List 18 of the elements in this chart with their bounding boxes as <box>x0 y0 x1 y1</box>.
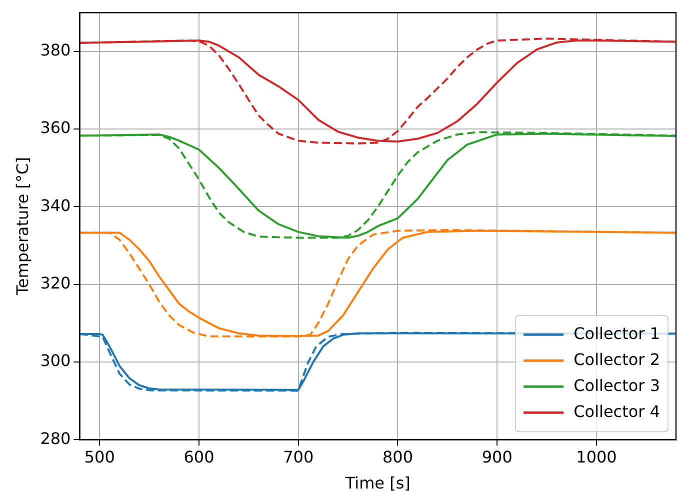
y-tick-label: 380 <box>40 40 71 60</box>
x-tick-label: 900 <box>482 447 512 466</box>
legend-label: Collector 1 <box>574 324 660 343</box>
y-tick-label: 360 <box>40 118 71 138</box>
y-tick-label: 340 <box>40 196 71 215</box>
legend-label: Collector 4 <box>574 402 660 421</box>
legend-label: Collector 3 <box>574 376 660 395</box>
y-tick-label: 320 <box>40 273 71 292</box>
x-tick-label: 800 <box>382 447 414 466</box>
x-tick-label: 600 <box>184 447 214 466</box>
x-tick-label: 500 <box>84 447 115 466</box>
y-tick-label: 300 <box>40 351 71 370</box>
x-tick-label: 700 <box>283 447 314 466</box>
x-axis-title: Time [s] <box>344 474 410 493</box>
x-tick-label: 1000 <box>576 447 617 466</box>
legend-label: Collector 2 <box>574 350 660 369</box>
y-tick-label: 280 <box>40 428 71 448</box>
y-axis-title: Temperature [°C] <box>12 157 32 296</box>
